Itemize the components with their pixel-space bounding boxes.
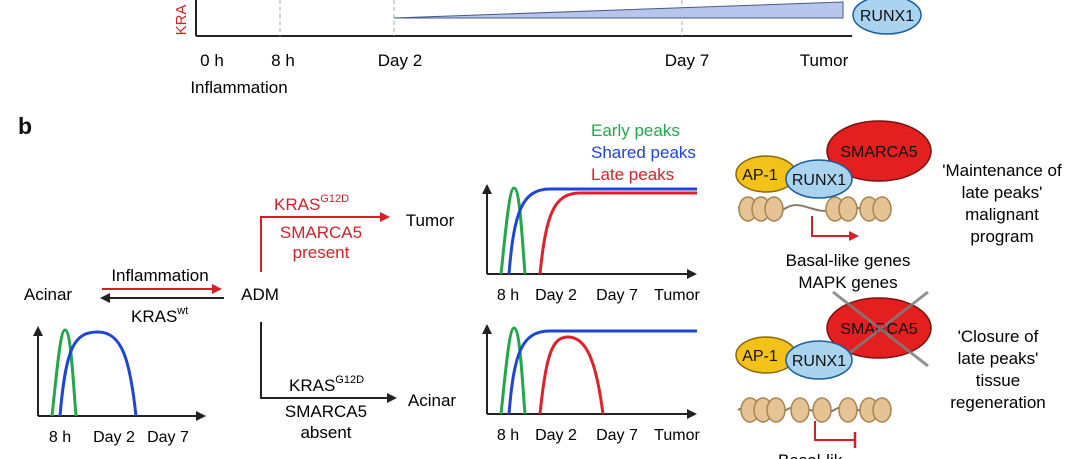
upper-gene-2: MAPK genes (798, 273, 897, 292)
mechanism-lower: SMARCA5 AP-1 RUNX1 Basal-lik 'Closure of… (735, 290, 1046, 459)
lower-quote-3: tissue (976, 371, 1020, 390)
kras-wt-label: KRASwt (131, 305, 188, 326)
runx1-label-lower: RUNX1 (792, 353, 846, 370)
smarca5-label-upper: SMARCA5 (840, 144, 917, 161)
runx1-label-a: RUNX1 (860, 8, 914, 25)
plot-acinar-tick-tumor: Tumor (654, 427, 700, 444)
lower-gene-partial: Basal-lik (778, 451, 843, 459)
panel-a-axis-label: KRA (173, 5, 190, 36)
plot-tumor-tick-day2: Day 2 (535, 287, 577, 304)
tick-day2: Day 2 (378, 51, 422, 70)
panel-a-wedge (393, 1, 844, 19)
panel-b: b Early peaks Shared peaks Late peaks Ac… (18, 113, 1062, 459)
lower-quote-1: 'Closure of (958, 327, 1039, 346)
upper-present-label: present (293, 243, 350, 262)
inflammation-label-b: Inflammation (111, 266, 208, 285)
upper-gene-1: Basal-like genes (786, 251, 911, 270)
state-adm: ADM (241, 285, 279, 304)
plot-acinar-tick-day2: Day 2 (535, 427, 577, 444)
plot-acinar-early-curve (499, 326, 527, 415)
plot-tumor-early-curve (499, 186, 527, 275)
lower-branch-arrow (260, 322, 397, 403)
upper-quote-3: malignant (965, 205, 1039, 224)
ap1-label-lower: AP-1 (742, 348, 778, 365)
plot-left-early-curve (50, 328, 78, 417)
plot-left-tick-8h: 8 h (49, 429, 71, 446)
plot-acinar: 8 h Day 2 Day 7 Tumor (482, 324, 700, 444)
ap1-label-upper: AP-1 (742, 167, 778, 184)
upper-branch-arrow (260, 212, 390, 272)
lower-quote-4: regeneration (950, 393, 1045, 412)
legend-shared: Shared peaks (591, 143, 696, 162)
upper-smarca5-label: SMARCA5 (280, 223, 362, 242)
upper-kras-label: KRASG12D (274, 193, 349, 214)
plot-tumor-tick-8h: 8 h (497, 287, 519, 304)
state-acinar-left: Acinar (24, 285, 73, 304)
plot-acinar-late-curve (538, 335, 605, 415)
runx1-ellipse-a (852, 0, 922, 35)
plot-tumor-tick-day7: Day 7 (596, 287, 638, 304)
lower-quote-2: late peaks' (958, 349, 1039, 368)
tick-day7: Day 7 (665, 51, 709, 70)
runx1-label-upper: RUNX1 (792, 172, 846, 189)
outcome-tumor: Tumor (406, 211, 455, 230)
panel-letter-b: b (18, 113, 32, 139)
plot-acinar-tick-8h: 8 h (497, 427, 519, 444)
lower-smarca5-label: SMARCA5 (285, 402, 367, 421)
plot-tumor-late-curve (538, 191, 697, 275)
plot-left: 8 h Day 2 Day 7 (33, 326, 206, 446)
plot-acinar-shared-curve (507, 329, 697, 415)
activation-arrow (811, 216, 859, 241)
kras-wt-arrow (100, 293, 224, 303)
nucleosome-icon (738, 196, 892, 222)
smarca5-upper (826, 120, 932, 182)
outcome-acinar: Acinar (408, 391, 457, 410)
tick-8h: 8 h (271, 51, 295, 70)
legend-early: Early peaks (591, 121, 680, 140)
plot-left-tick-day2: Day 2 (93, 429, 135, 446)
nucleosome-icon (740, 397, 892, 423)
inflammation-label-a: Inflammation (190, 78, 287, 97)
upper-quote-1: 'Maintenance of (942, 161, 1062, 180)
plot-left-tick-day7: Day 7 (147, 429, 189, 446)
plot-tumor-shared-curve (507, 187, 697, 275)
tick-tumor: Tumor (800, 51, 849, 70)
legend-late: Late peaks (591, 165, 674, 184)
plot-tumor: 8 h Day 2 Day 7 Tumor (482, 184, 700, 304)
inflammation-arrow (102, 284, 222, 294)
tick-0h: 0 h (200, 51, 224, 70)
repression-arrow (814, 421, 857, 448)
runx1-lower (785, 340, 853, 380)
mechanism-upper: SMARCA5 AP-1 RUNX1 Basal-like genes MAPK… (735, 120, 1062, 292)
plot-tumor-tick-tumor: Tumor (654, 287, 700, 304)
runx1-upper (785, 159, 853, 199)
plot-left-shared-curve (58, 330, 138, 417)
lower-kras-label: KRASG12D (289, 374, 364, 395)
upper-quote-4: program (970, 227, 1033, 246)
upper-quote-2: late peaks' (962, 183, 1043, 202)
lower-absent-label: absent (300, 423, 351, 442)
plot-acinar-tick-day7: Day 7 (596, 427, 638, 444)
panel-a: KRA RUNX1 0 h 8 h Day 2 Day 7 Tumor Infl… (173, 0, 922, 97)
